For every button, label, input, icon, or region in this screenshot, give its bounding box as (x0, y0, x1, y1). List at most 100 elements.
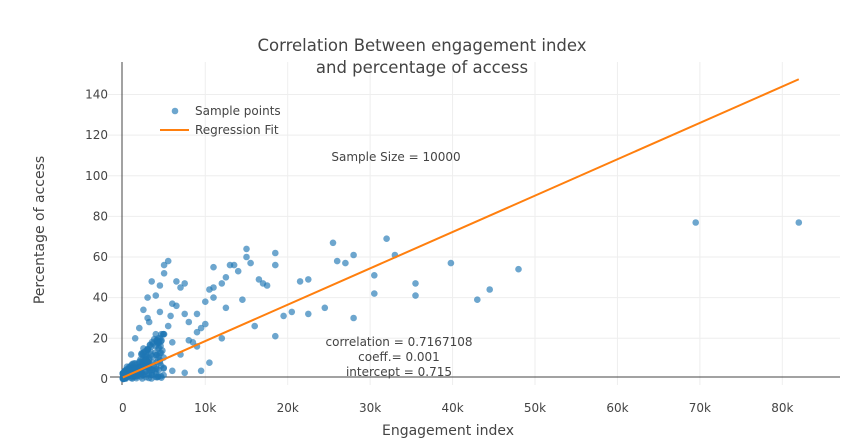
data-point (218, 335, 226, 342)
data-point (160, 270, 168, 277)
data-point (152, 330, 160, 338)
data-point (259, 280, 267, 287)
data-point (169, 367, 176, 375)
legend-label-sample-points: Sample points (195, 104, 281, 118)
data-point (329, 239, 337, 247)
data-point (127, 351, 135, 358)
data-point (152, 342, 159, 350)
data-point (206, 359, 213, 367)
data-point (350, 251, 357, 259)
data-point (350, 314, 357, 322)
data-point (144, 294, 151, 301)
data-point (164, 257, 172, 265)
data-point (239, 296, 246, 304)
x-tick-label: 70k (689, 401, 711, 415)
data-point (148, 375, 155, 382)
x-tick-label: 30k (359, 401, 381, 415)
grid (108, 62, 840, 385)
data-point (486, 286, 494, 293)
data-point (181, 369, 188, 377)
data-point (222, 274, 230, 281)
y-tick-label: 140 (85, 88, 108, 102)
data-point (136, 324, 143, 332)
data-point (255, 276, 263, 283)
x-tick-label: 10k (194, 401, 216, 415)
data-point (129, 360, 136, 368)
data-point (272, 332, 279, 340)
x-ticks: 0 10k 20k 30k 40k 50k 60k 70k 80k (119, 401, 793, 415)
data-point (321, 304, 329, 312)
data-point (142, 357, 150, 364)
data-point (210, 263, 217, 271)
data-point (296, 278, 304, 285)
data-point (157, 372, 165, 380)
data-point (210, 294, 217, 301)
data-point (333, 257, 341, 265)
axes (110, 62, 840, 385)
legend-marker-sample-points (171, 107, 179, 115)
data-point (140, 345, 147, 352)
x-tick-label: 0 (119, 401, 127, 415)
correlation-annotation: correlation = 0.7167108 (326, 335, 473, 349)
y-tick-label: 40 (93, 291, 108, 305)
data-point (251, 322, 258, 330)
chart-title-line-1: Correlation Between engagement index (257, 36, 586, 55)
y-tick-label: 20 (93, 331, 108, 345)
data-point (132, 373, 140, 380)
data-point (371, 290, 378, 297)
data-point (169, 300, 176, 308)
data-point (145, 318, 153, 326)
data-point (160, 261, 168, 269)
regression-layer (122, 78, 800, 379)
data-point (222, 304, 230, 312)
data-point (206, 286, 213, 293)
data-point (342, 259, 349, 267)
data-point (140, 306, 147, 314)
y-tick-label: 80 (93, 209, 108, 223)
x-tick-label: 20k (277, 401, 299, 415)
data-point (177, 284, 184, 291)
chart-title-line-2: and percentage of access (316, 58, 528, 77)
data-point (243, 245, 250, 253)
y-ticks: 0 20 40 60 80 100 120 140 (85, 88, 108, 386)
data-point (164, 322, 172, 330)
x-tick-label: 60k (606, 401, 628, 415)
data-point (447, 259, 455, 267)
data-point (197, 367, 205, 375)
data-point (160, 330, 168, 338)
data-point (383, 235, 390, 242)
y-tick-label: 120 (85, 128, 108, 142)
y-tick-label: 100 (85, 169, 108, 183)
intercept-annotation: intercept = 0.715 (346, 365, 452, 379)
data-point (160, 365, 167, 372)
data-point (280, 312, 287, 320)
x-tick-label: 50k (524, 401, 546, 415)
data-point (218, 280, 226, 287)
data-point (272, 249, 279, 257)
data-point (234, 267, 242, 275)
sample-size-annotation: Sample Size = 10000 (331, 150, 460, 164)
legend: Sample points Regression Fit (160, 104, 281, 137)
data-point (795, 219, 803, 226)
data-point (202, 298, 209, 306)
data-point (412, 280, 419, 287)
data-point (155, 353, 163, 360)
x-tick-label: 40k (441, 401, 463, 415)
x-axis-title: Engagement index (382, 423, 514, 439)
data-point (146, 341, 154, 349)
data-point (131, 335, 139, 342)
data-point (159, 347, 166, 354)
data-point (193, 310, 201, 318)
data-point (515, 265, 522, 273)
data-point (371, 272, 378, 279)
y-tick-label: 60 (93, 250, 108, 264)
data-point (185, 318, 193, 326)
regression-line (122, 78, 800, 379)
data-point (152, 292, 160, 299)
data-point (202, 320, 209, 328)
data-point (412, 292, 419, 299)
x-tick-label: 80k (771, 401, 793, 415)
data-point (288, 308, 296, 316)
coeff-annotation: coeff.= 0.001 (358, 350, 440, 364)
